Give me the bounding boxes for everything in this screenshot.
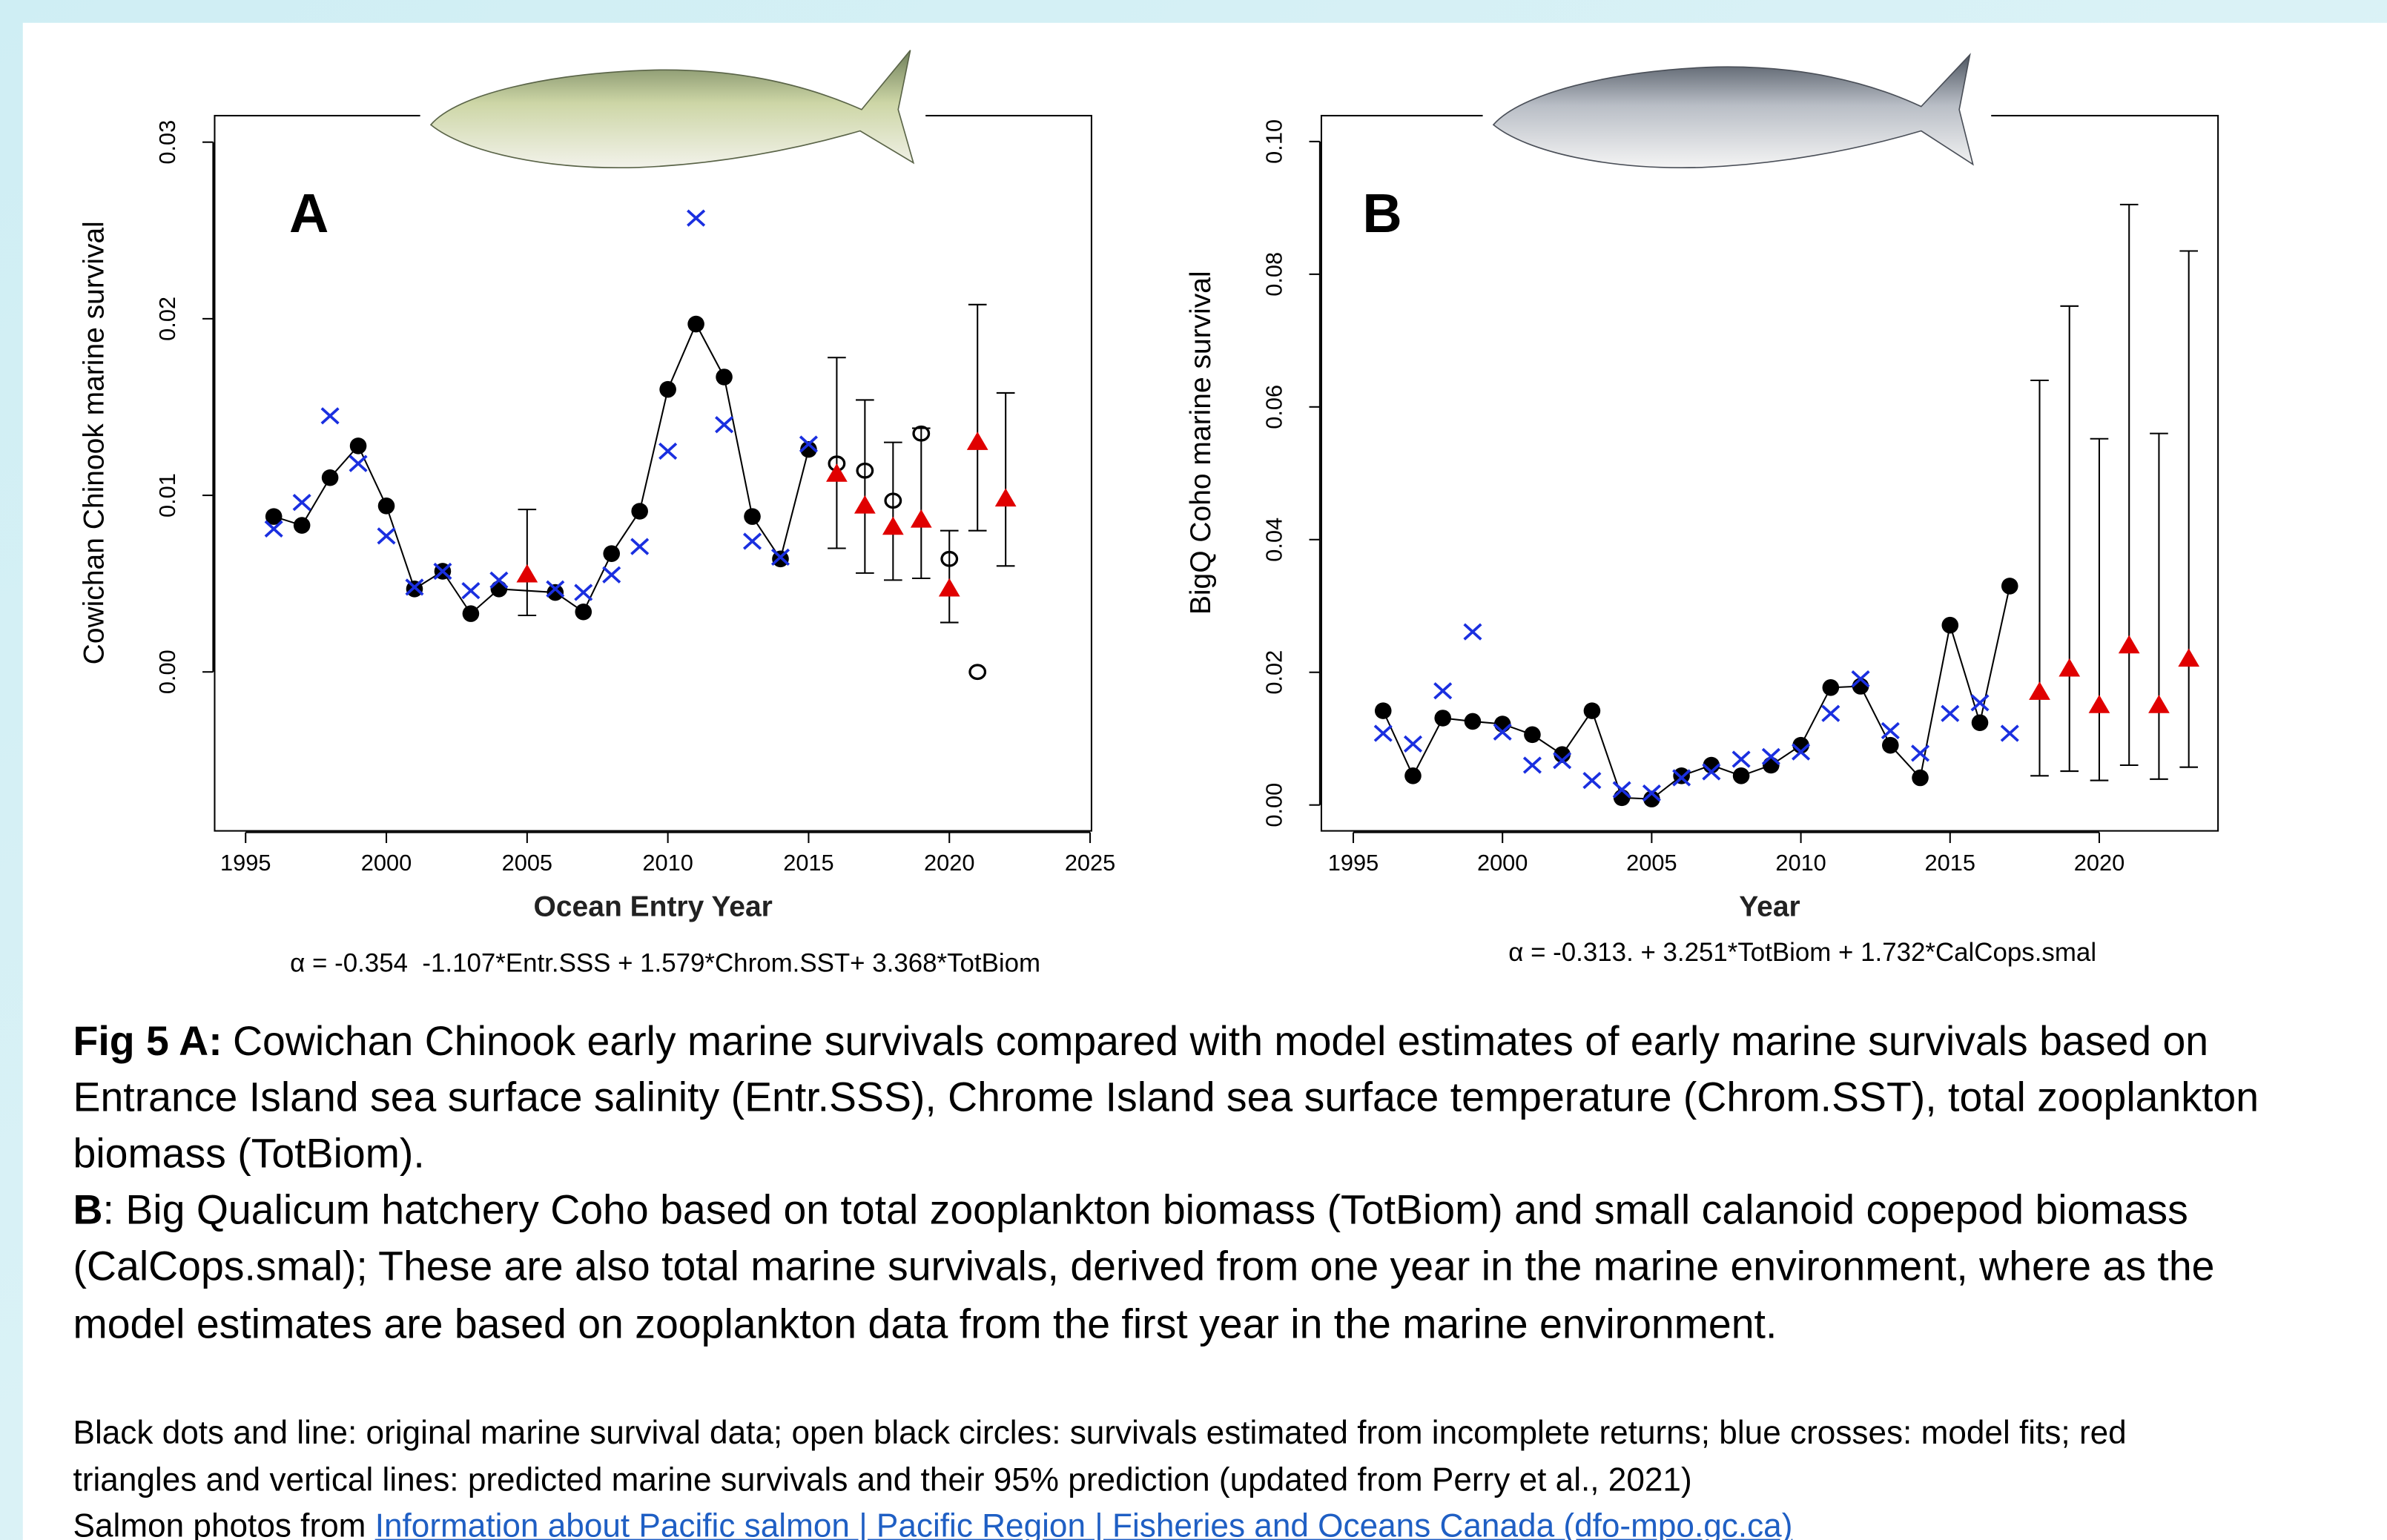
panel-letter: B [1362, 182, 1402, 244]
y-tick-label: 0.10 [1261, 119, 1287, 164]
observed-point [1465, 713, 1482, 730]
y-tick-label: 0.03 [154, 120, 180, 165]
caption-text: : Big Qualicum hatchery Coho based on to… [103, 1186, 2188, 1232]
observed-point [294, 517, 311, 534]
observed-point [1404, 767, 1422, 784]
y-tick-label: 0.01 [154, 473, 180, 518]
observed-point [491, 581, 508, 598]
caption-line: model estimates are based on zooplankton… [73, 1301, 1777, 1346]
observed-point [687, 316, 704, 333]
caption-line: (CalCops.smal); These are also total mar… [73, 1243, 2215, 1289]
observed-point [716, 369, 733, 386]
observed-point [378, 498, 395, 515]
observed-point [744, 508, 761, 525]
y-tick-label: 0.02 [1261, 650, 1287, 695]
observed-point [659, 381, 676, 398]
caption-text: Cowichan Chinook early marine survivals … [233, 1018, 2208, 1064]
x-axis-title: Year [1739, 891, 1800, 923]
page: {"chart_data": [ {"type": "scatter", "pa… [0, 0, 2387, 1540]
observed-point [1882, 737, 1899, 754]
x-tick-label: 2010 [1775, 850, 1826, 876]
model-formula: α = -0.354 -1.107*Entr.SSS + 1.579*Chrom… [290, 948, 1040, 977]
footnote-line: Salmon photos from Information about Pac… [73, 1507, 1793, 1540]
x-tick-label: 2010 [642, 850, 693, 876]
footnote-line: triangles and vertical lines: predicted … [73, 1462, 1692, 1498]
y-tick-label: 0.00 [154, 650, 180, 694]
model-formula: α = -0.313. + 3.251*TotBiom + 1.732*CalC… [1508, 938, 2096, 967]
observed-point [463, 605, 480, 622]
source-link[interactable]: Information about Pacific salmon | Pacif… [375, 1507, 1793, 1540]
observed-point [1614, 790, 1631, 807]
observed-point [1524, 727, 1541, 744]
x-axis-title: Ocean Entry Year [534, 891, 773, 923]
observed-point [350, 437, 367, 455]
observed-point [1823, 679, 1840, 696]
observed-point [2001, 578, 2018, 595]
observed-point [1733, 767, 1750, 784]
y-tick-label: 0.02 [154, 297, 180, 341]
observed-point [1912, 770, 1929, 787]
y-axis-title: Cowichan Chinook marine survival [79, 221, 110, 664]
x-tick-label: 1995 [1328, 850, 1379, 876]
x-tick-label: 2000 [1477, 850, 1528, 876]
y-axis-title: BigQ Coho marine survival [1185, 271, 1217, 615]
footnote-text: Salmon photos from [73, 1507, 375, 1540]
observed-point [1584, 702, 1601, 719]
y-tick-label: 0.00 [1261, 783, 1287, 827]
x-tick-label: 2000 [361, 850, 412, 876]
x-tick-label: 2005 [502, 850, 552, 876]
observed-point [1375, 702, 1392, 719]
caption-line: biomass (TotBiom). [73, 1130, 425, 1176]
x-tick-label: 2005 [1626, 850, 1677, 876]
observed-point [1941, 617, 1958, 634]
observed-point [603, 545, 620, 562]
footnote-line: Black dots and line: original marine sur… [73, 1415, 2127, 1451]
x-tick-label: 1995 [220, 850, 271, 876]
x-tick-label: 2015 [783, 850, 833, 876]
observed-point [1494, 716, 1511, 733]
observed-point [575, 604, 592, 621]
x-tick-label: 2020 [2074, 850, 2124, 876]
x-tick-label: 2025 [1065, 850, 1115, 876]
x-tick-label: 2015 [1925, 850, 1975, 876]
caption-label: B [73, 1186, 103, 1232]
slide: Fig 5 A:Cowichan Chinook early marine su… [0, 0, 2387, 1540]
x-tick-label: 2020 [924, 850, 974, 876]
observed-point [322, 469, 339, 486]
observed-point [631, 503, 648, 520]
caption-line: Entrance Island sea surface salinity (En… [73, 1074, 2259, 1120]
observed-point [1763, 757, 1780, 774]
caption-line: Fig 5 A:Cowichan Chinook early marine su… [73, 1018, 2209, 1064]
panel-letter: A [289, 182, 328, 244]
observed-point [1434, 710, 1451, 727]
y-tick-label: 0.06 [1261, 385, 1287, 429]
y-tick-label: 0.04 [1261, 518, 1287, 562]
caption-label: Fig 5 A: [73, 1018, 222, 1064]
caption-line: B: Big Qualicum hatchery Coho based on t… [73, 1186, 2188, 1232]
observed-point [1972, 714, 1989, 731]
y-tick-label: 0.08 [1261, 252, 1287, 297]
